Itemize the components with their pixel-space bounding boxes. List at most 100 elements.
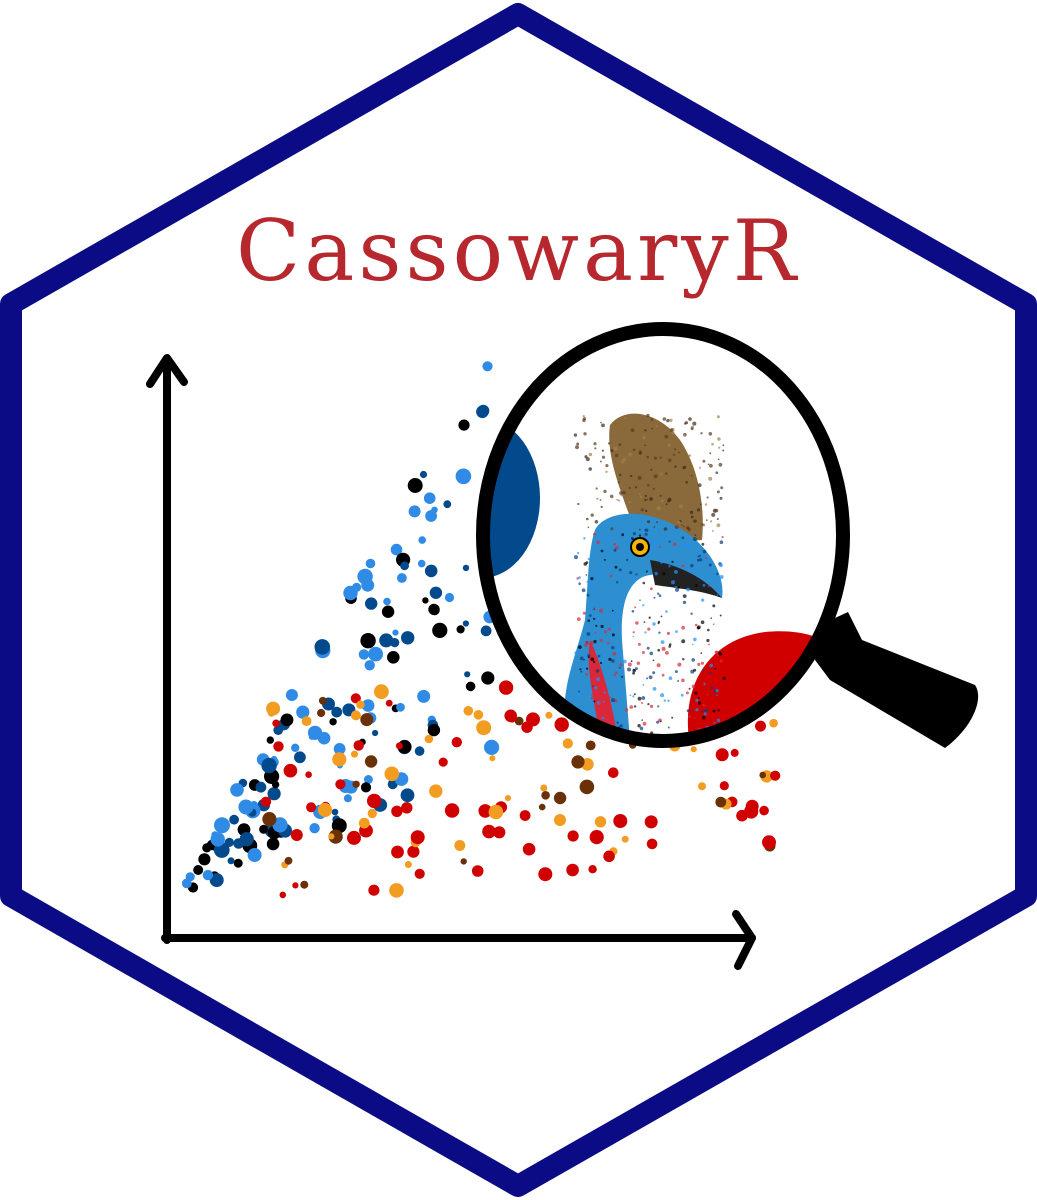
scatter-dot [273,725,284,735]
scatter-dot [350,710,361,721]
scatter-dot [309,823,320,834]
scatter-dot [762,835,776,850]
scatter-dot [427,723,441,737]
scatter-dot [300,880,309,889]
scatter-dot [404,861,412,868]
scatter-dot [538,867,553,882]
scatter-dot [698,782,706,791]
scatter-dot [259,824,269,834]
scatter-dot [488,804,504,820]
scatter-dot [314,639,331,655]
scatter-dot [554,717,569,732]
scatter-dot [317,802,333,818]
scatter-dot [545,711,553,719]
scatter-dot [522,842,536,856]
scatter-dot [562,738,573,749]
scatter-dot [755,720,766,732]
scatter-dot [519,810,531,821]
scatter-dot [424,734,434,744]
scatter-dot [317,708,326,718]
scatter-dot [541,791,550,800]
scatter-dot [343,794,352,803]
scatter-dot [358,817,370,829]
scatter-dot [292,882,299,889]
scatter-dot [484,739,500,756]
plot-axes [146,354,756,970]
x-axis-arrowhead [732,910,756,970]
scatter-dot [644,815,658,829]
scatter-dot [335,779,346,790]
scatter-dot [621,835,629,843]
scatter-dot [284,856,293,865]
scatter-dot [571,755,585,769]
scatter-dot [306,802,317,813]
scatter-dot [385,699,393,707]
scatter-dot [482,361,493,372]
logo-title: CassowaryR [236,202,800,300]
scatter-dot [318,696,327,705]
scatter-dot [473,710,484,720]
scatter-dot [390,543,403,556]
scatter-dot [438,757,448,767]
scatter-dot [368,884,380,896]
scatter-dot [317,731,331,745]
scatter-dot [389,883,404,898]
scatter-dot [364,660,375,671]
scatter-dot [429,784,443,798]
scatter-dot [301,716,312,726]
scatter-dot [465,681,476,692]
scatter-dot [444,803,460,818]
scatter-dot [333,743,346,755]
scatter-dot [431,506,438,514]
scatter-dot [476,720,492,736]
scatter-dot [422,597,429,604]
magnifying-glass-icon [476,322,979,748]
scatter-dot [613,814,628,828]
scatter-dot [396,702,405,712]
scatter-dot [588,865,597,874]
scatter-dot [383,597,391,606]
scatter-dot [358,649,370,660]
scatter-dot [285,689,298,701]
scatter-dot [401,631,415,645]
scatter-dot [759,771,766,779]
scatter-dot [481,671,495,685]
scatter-dot [770,770,781,781]
scatter-dot [214,817,230,834]
scatter-dot [769,718,778,728]
scatter-dot [400,561,409,571]
scatter-dot [356,700,365,709]
scatter-dot [262,812,277,827]
scatter-dot [360,713,374,727]
scatter-dot [424,564,438,578]
scatter-dot [365,558,376,569]
scatter-dot [464,671,471,678]
scatter-dot [198,853,211,866]
scatter-dot [391,805,403,817]
scatter-dot [312,727,320,735]
scatter-dot [429,586,443,599]
scatter-dot [443,500,452,509]
scatter-dot [603,850,615,863]
scatter-dot [351,750,358,758]
scatter-dot [690,746,697,753]
scatter-dot [350,693,361,704]
scatter-dot [352,780,360,788]
scatter-dot [328,829,343,844]
scatter-dot [290,829,303,841]
scatter-dot [407,478,423,493]
scatter-dot [480,625,492,637]
scatter-dot [328,833,335,840]
scatter-dot [368,646,383,662]
scatter-dot [360,633,376,649]
scatter-dot [227,857,235,865]
scatter-dot [608,767,619,778]
scatter-dot [429,605,440,616]
scatter-dot [308,733,315,740]
scatter-dot [451,737,462,748]
scatter-dot [283,763,298,778]
scatter-dot [193,865,204,875]
scatter-dot [397,573,407,583]
scatter-dot [364,755,378,768]
scatter-dot [347,830,361,845]
